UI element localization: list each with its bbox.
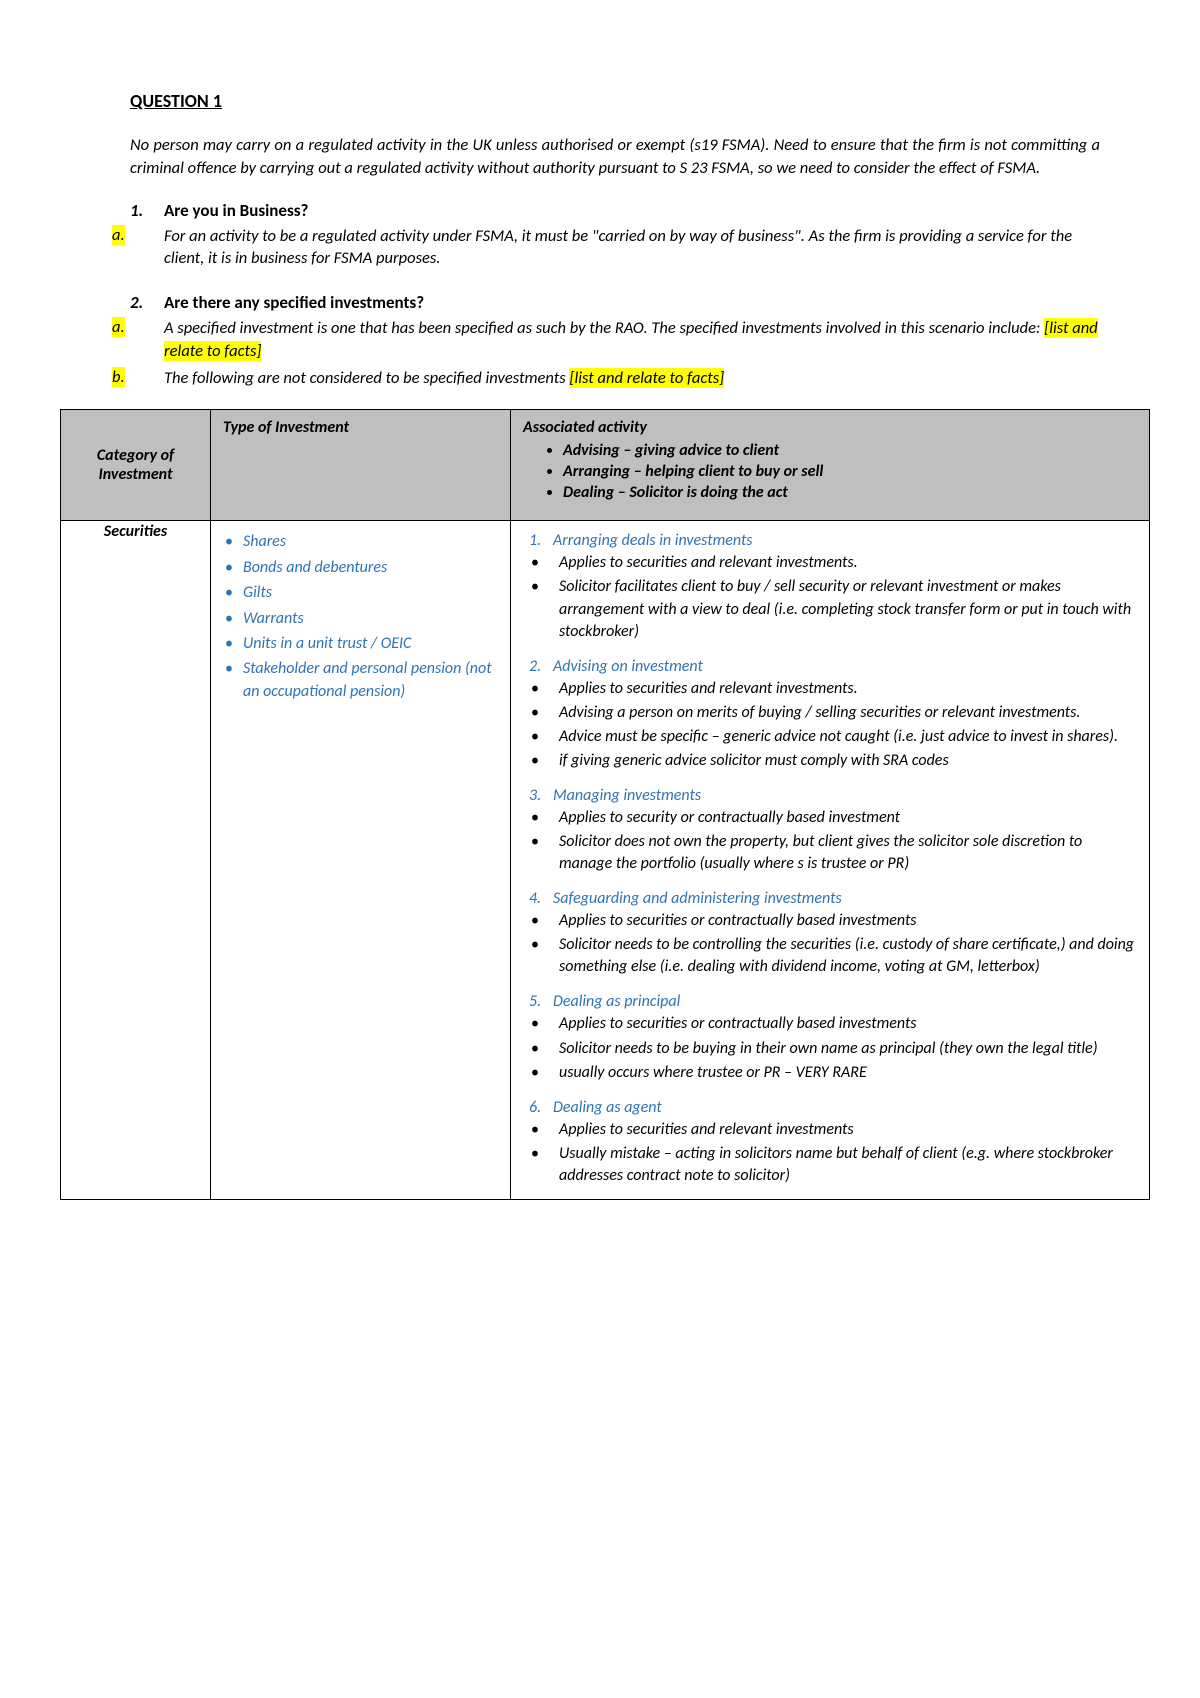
type-item: Bonds and debentures xyxy=(223,557,500,579)
activity-block: 5. Dealing as principal Applies to secur… xyxy=(523,992,1135,1083)
investment-table: Category of Investment Type of Investmen… xyxy=(60,409,1150,1200)
activity-points: Applies to securities and relevant inves… xyxy=(523,552,1135,642)
activity-block: 6. Dealing as agent Applies to securitie… xyxy=(523,1098,1135,1187)
header-category: Category of Investment xyxy=(61,410,211,521)
activity-point: Applies to securities or contractually b… xyxy=(523,910,1135,932)
type-item: Stakeholder and personal pension (not an… xyxy=(223,658,500,703)
activity-points: Applies to securities and relevant inves… xyxy=(523,678,1135,772)
activity-block: 3. Managing investments Applies to secur… xyxy=(523,786,1135,875)
activity-block: 2. Advising on investment Applies to sec… xyxy=(523,657,1135,772)
q1a: a. For an activity to be a regulated act… xyxy=(112,225,1100,271)
activity-point: Applies to securities and relevant inves… xyxy=(523,1119,1135,1141)
activity-points: Applies to securities or contractually b… xyxy=(523,910,1135,978)
activity-point: Applies to securities or contractually b… xyxy=(523,1013,1135,1035)
activity-heading: 4. Safeguarding and administering invest… xyxy=(523,889,1135,908)
question-title: QUESTION 1 xyxy=(130,90,1100,112)
type-item: Shares xyxy=(223,531,500,553)
header-bullet: Advising – giving advice to client xyxy=(563,441,1139,460)
activity-point: Applies to securities and relevant inves… xyxy=(523,678,1135,700)
activity-heading: 6. Dealing as agent xyxy=(523,1098,1135,1117)
table-header-row: Category of Investment Type of Investmen… xyxy=(61,410,1150,521)
q1a-letter: a. xyxy=(112,225,142,271)
activity-heading: 2. Advising on investment xyxy=(523,657,1135,676)
row-type: Shares Bonds and debentures Gilts Warran… xyxy=(211,521,511,1200)
q2a-letter: a. xyxy=(112,317,142,363)
type-item: Units in a unit trust / OEIC xyxy=(223,633,500,655)
activity-heading: 5. Dealing as principal xyxy=(523,992,1135,1011)
row-activities: 1. Arranging deals in investments Applie… xyxy=(511,521,1150,1200)
activity-point: Applies to securities and relevant inves… xyxy=(523,552,1135,574)
header-type: Type of Investment xyxy=(211,410,511,521)
q2b: b. The following are not considered to b… xyxy=(112,367,1100,390)
type-item: Warrants xyxy=(223,608,500,630)
q1-number: 1. xyxy=(130,200,164,221)
activity-heading: 1. Arranging deals in investments xyxy=(523,531,1135,550)
activity-heading: 3. Managing investments xyxy=(523,786,1135,805)
activity-point: Advice must be specific – generic advice… xyxy=(523,726,1135,748)
activity-point: Solicitor needs to be buying in their ow… xyxy=(523,1038,1135,1060)
q1: 1. Are you in Business? xyxy=(130,200,1100,221)
q1-text: Are you in Business? xyxy=(164,200,308,221)
type-item: Gilts xyxy=(223,582,500,604)
q2b-letter: b. xyxy=(112,367,142,390)
activity-points: Applies to security or contractually bas… xyxy=(523,807,1135,875)
activity-points: Applies to securities and relevant inves… xyxy=(523,1119,1135,1187)
q2-text: Are there any specified investments? xyxy=(164,292,424,313)
activity-point: Solicitor facilitates client to buy / se… xyxy=(523,576,1135,642)
q1a-body: For an activity to be a regulated activi… xyxy=(142,225,1100,271)
header-activity: Associated activity Advising – giving ad… xyxy=(511,410,1150,521)
activity-point: Advising a person on merits of buying / … xyxy=(523,702,1135,724)
activity-point: if giving generic advice solicitor must … xyxy=(523,750,1135,772)
q2b-body: The following are not considered to be s… xyxy=(142,367,724,390)
q2-number: 2. xyxy=(130,292,164,313)
row-category: Securities xyxy=(61,521,211,1200)
type-list: Shares Bonds and debentures Gilts Warran… xyxy=(223,531,500,703)
intro-paragraph: No person may carry on a regulated activ… xyxy=(130,134,1100,180)
activity-block: 4. Safeguarding and administering invest… xyxy=(523,889,1135,978)
header-activity-bullets: Advising – giving advice to client Arran… xyxy=(563,441,1139,502)
activity-point: Solicitor needs to be controlling the se… xyxy=(523,934,1135,978)
document-page: QUESTION 1 No person may carry on a regu… xyxy=(0,0,1200,1260)
activity-point: Usually mistake – acting in solicitors n… xyxy=(523,1143,1135,1187)
activity-point: Applies to security or contractually bas… xyxy=(523,807,1135,829)
q2a-body: A specified investment is one that has b… xyxy=(142,317,1100,363)
activity-point: Solicitor does not own the property, but… xyxy=(523,831,1135,875)
activity-point: usually occurs where trustee or PR – VER… xyxy=(523,1062,1135,1084)
header-bullet: Arranging – helping client to buy or sel… xyxy=(563,462,1139,481)
header-bullet: Dealing – Solicitor is doing the act xyxy=(563,483,1139,502)
activity-points: Applies to securities or contractually b… xyxy=(523,1013,1135,1083)
activity-block: 1. Arranging deals in investments Applie… xyxy=(523,531,1135,642)
table-row: Securities Shares Bonds and debentures G… xyxy=(61,521,1150,1200)
q2a: a. A specified investment is one that ha… xyxy=(112,317,1100,363)
q2: 2. Are there any specified investments? xyxy=(130,292,1100,313)
